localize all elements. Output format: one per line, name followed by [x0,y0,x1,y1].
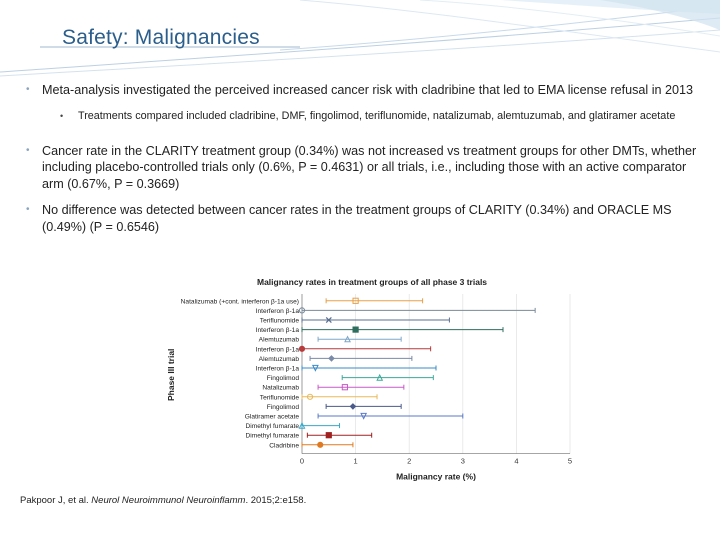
row-label-0: Natalizumab (+cont. interferon β-1a use) [181,298,299,305]
row-label-15: Cladribine [269,442,299,449]
bullet-cancer-rate: Cancer rate in the CLARITY treatment gro… [26,143,711,193]
point-marker-4 [344,335,351,343]
point-marker-8 [376,373,384,381]
row-label-10: Teriflunomide [260,394,300,401]
point-marker-10 [306,393,314,400]
x-tick-label-4: 4 [514,457,518,466]
row-label-5: Interferon β-1a [256,346,300,353]
row-label-11: Fingolimod [267,404,300,411]
malignancy-forest-plot: Malignancy rates in treatment groups of … [166,277,572,482]
row-label-7: Interferon β-1a [256,366,300,373]
x-tick-label-1: 1 [354,457,358,466]
sub-bullet-treatments: Treatments compared included cladribine,… [60,109,711,123]
row-label-2: Teriflunomide [260,318,300,325]
y-axis-label: Phase III trial [166,349,176,401]
row-label-9: Natalizumab [262,385,299,392]
bullet-no-difference: No difference was detected between cance… [26,202,711,235]
x-tick-label-0: 0 [300,457,304,466]
point-marker-15 [317,441,324,448]
row-label-8: Fingolimod [267,375,300,382]
bullet-meta-analysis: Meta-analysis investigated the perceived… [26,82,711,99]
point-marker-11 [349,403,357,410]
header-swoosh-decoration [0,0,720,77]
point-marker-7 [311,364,319,372]
chart-title: Malignancy rates in treatment groups of … [257,277,487,287]
row-label-3: Interferon β-1a [256,327,300,334]
x-tick-label-5: 5 [568,457,572,466]
x-tick-label-2: 2 [407,457,411,466]
x-axis-label: Malignancy rate (%) [396,472,476,482]
point-marker-0 [352,297,359,304]
x-tick-label-3: 3 [461,457,465,466]
point-marker-6 [328,355,335,362]
citation-journal: Neurol Neuroimmunol Neuroinflamm [91,495,246,506]
point-marker-14 [325,432,332,439]
point-marker-13 [298,421,306,429]
point-marker-9 [341,384,348,391]
point-marker-3 [352,326,359,333]
point-marker-2 [325,316,332,324]
row-label-12: Glatiramer acetate [245,414,300,421]
row-label-4: Alemtuzumab [259,337,300,344]
citation-details: . 2015;2:e158. [245,495,307,506]
citation: Pakpoor J, et al. Neurol Neuroimmunol Ne… [20,495,307,506]
point-marker-1 [298,307,306,314]
bullet-list: Meta-analysis investigated the perceived… [26,82,711,245]
slide-title: Safety: Malignancies [62,26,260,49]
row-label-13: Dimethyl fumarate [245,423,299,430]
row-label-1: Interferon β-1a [256,308,300,315]
citation-authors: Pakpoor J, et al. [20,495,92,506]
point-marker-12 [360,412,368,420]
row-label-6: Alemtuzumab [259,356,300,363]
point-marker-5 [298,345,306,352]
row-label-14: Dimethyl fumarate [245,433,299,440]
